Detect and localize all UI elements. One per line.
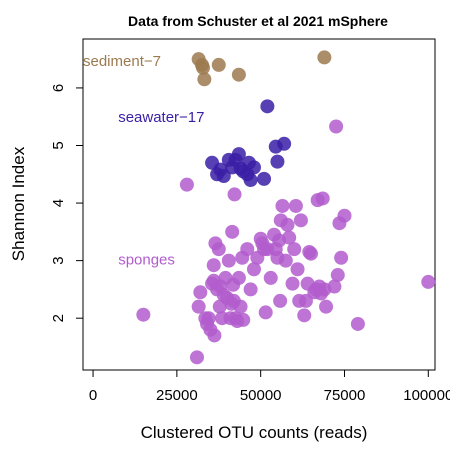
x-tick-label: 50000 [240,387,282,404]
data-point [189,350,204,365]
data-point [303,246,318,261]
data-point [280,217,295,232]
y-tick-label: 6 [50,84,67,92]
group-label: seawater−17 [118,109,204,126]
data-point [221,253,236,268]
data-point [201,311,216,326]
data-points [136,50,436,365]
x-axis-label: Clustered OTU counts (reads) [141,423,368,442]
data-point [275,198,290,213]
y-axis-label: Shannon Index [9,146,28,261]
data-point [193,285,208,300]
data-point [231,270,246,285]
data-point [327,279,342,294]
data-point [329,119,344,134]
chart-title: Data from Schuster et al 2021 mSphere [128,13,388,29]
data-point [350,316,365,331]
data-point [257,171,272,186]
data-point [227,187,242,202]
y-tick-label: 2 [50,314,67,322]
data-point [263,270,278,285]
plot-frame [82,38,436,371]
data-point [282,230,297,245]
data-point [233,299,248,314]
group-label: sponges [118,252,175,269]
data-point [278,253,293,268]
data-point [240,242,255,257]
data-point [231,67,246,82]
y-axis: 2 3 4 5 6 [50,84,83,322]
data-point [421,274,436,289]
data-point [136,307,151,322]
data-point [277,136,292,151]
data-point [211,57,226,72]
data-point [225,224,240,239]
data-point [273,293,288,308]
data-point [330,268,345,283]
x-tick-label: 0 [89,387,97,404]
data-point [196,60,211,75]
x-axis: 0 25000 50000 75000 100000 [89,370,450,404]
y-tick-label: 5 [50,141,67,149]
group-labels: sediment−7 seawater−17 sponges [83,53,205,269]
data-point [216,169,231,184]
data-point [297,308,312,323]
data-point [293,213,308,228]
group-label: sediment−7 [83,53,161,70]
y-tick-label: 4 [50,199,67,207]
data-point [211,242,226,257]
data-point [207,328,222,343]
data-point [298,293,313,308]
data-point [285,276,300,291]
x-tick-label: 100000 [403,387,450,404]
data-point [197,72,212,87]
data-point [270,154,285,169]
data-point [260,99,275,114]
data-point [246,262,261,277]
data-point [243,173,258,188]
data-point [287,242,302,257]
data-point [334,250,349,265]
data-point [206,258,221,273]
data-point [231,147,246,162]
data-point [191,299,206,314]
data-point [179,177,194,192]
data-point [236,312,251,327]
data-point [337,208,352,223]
data-point [258,305,273,320]
data-point [290,262,305,277]
data-point [288,198,303,213]
x-tick-label: 75000 [324,387,366,404]
data-point [246,160,261,175]
data-point [315,191,330,206]
y-tick-label: 3 [50,256,67,264]
data-point [319,299,334,314]
data-point [317,50,332,65]
data-point [243,282,258,297]
x-tick-label: 25000 [156,387,198,404]
